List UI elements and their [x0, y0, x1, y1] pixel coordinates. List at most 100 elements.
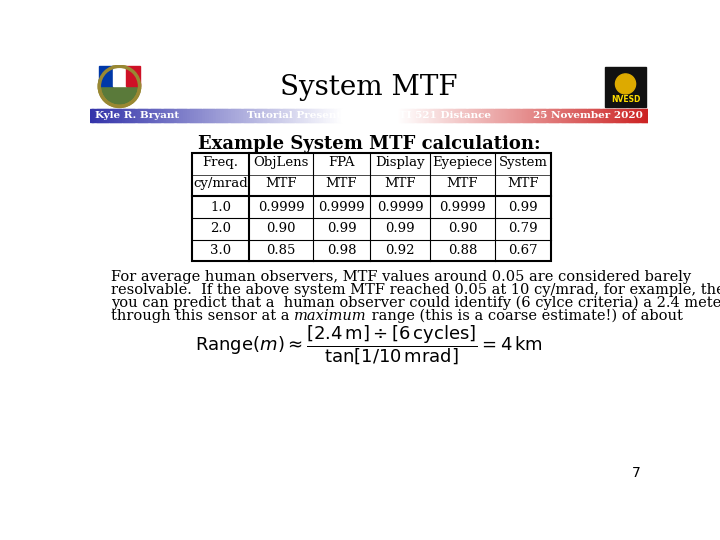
Bar — [207, 109, 210, 122]
Bar — [583, 109, 585, 122]
Bar — [397, 109, 400, 122]
Bar — [129, 109, 132, 122]
Bar — [453, 109, 455, 122]
Bar — [220, 109, 222, 122]
Bar — [600, 109, 602, 122]
Text: 0.67: 0.67 — [508, 244, 538, 257]
Bar — [94, 109, 96, 122]
Bar — [157, 109, 160, 122]
Bar — [161, 109, 163, 122]
Bar — [168, 109, 171, 122]
Bar — [332, 109, 334, 122]
Bar — [224, 109, 227, 122]
Bar — [414, 109, 416, 122]
Bar — [294, 109, 297, 122]
Text: Example System MTF calculation:: Example System MTF calculation: — [198, 135, 540, 153]
Bar — [258, 109, 260, 122]
Text: System: System — [498, 156, 547, 169]
Bar — [520, 109, 522, 122]
Bar — [490, 109, 492, 122]
Bar — [122, 109, 125, 122]
Bar — [481, 109, 483, 122]
Text: 0.9999: 0.9999 — [377, 201, 423, 214]
Bar — [222, 109, 225, 122]
Bar — [113, 66, 126, 86]
Bar — [151, 109, 154, 122]
Bar — [250, 109, 253, 122]
Text: NVESD: NVESD — [611, 96, 640, 104]
Bar — [235, 109, 238, 122]
Bar — [185, 109, 187, 122]
Bar — [320, 109, 323, 122]
Bar — [300, 109, 303, 122]
Bar — [408, 109, 410, 122]
Text: Kyle R. Bryant: Kyle R. Bryant — [94, 111, 179, 120]
Bar — [364, 109, 366, 122]
Bar — [473, 109, 476, 122]
Bar — [367, 109, 370, 122]
Bar — [390, 109, 392, 122]
Text: ObjLens: ObjLens — [253, 156, 309, 169]
Bar — [114, 109, 117, 122]
Bar — [218, 109, 221, 122]
Bar — [615, 109, 617, 122]
Bar — [540, 109, 543, 122]
Bar — [626, 109, 629, 122]
Bar — [90, 109, 93, 122]
Bar — [307, 109, 310, 122]
Text: 0.98: 0.98 — [327, 244, 356, 257]
Text: Tutorial Presentation:  OPTI 521 Distance: Tutorial Presentation: OPTI 521 Distance — [247, 111, 491, 120]
Bar — [323, 109, 325, 122]
Bar — [609, 109, 611, 122]
Bar — [256, 109, 258, 122]
Bar — [387, 109, 390, 122]
Bar — [347, 109, 349, 122]
Bar — [107, 109, 109, 122]
Bar — [590, 109, 593, 122]
Bar — [440, 109, 442, 122]
Bar — [252, 109, 254, 122]
Bar — [501, 109, 504, 122]
Bar — [101, 109, 104, 122]
Bar — [287, 109, 289, 122]
Bar — [377, 109, 379, 122]
Text: 0.88: 0.88 — [448, 244, 477, 257]
Bar — [547, 109, 550, 122]
Bar — [164, 109, 167, 122]
Bar — [112, 109, 115, 122]
Bar — [568, 109, 571, 122]
Bar — [553, 109, 556, 122]
Bar — [492, 109, 495, 122]
Bar — [228, 109, 230, 122]
Bar — [392, 109, 394, 122]
Bar — [514, 109, 517, 122]
Bar — [358, 109, 361, 122]
Bar — [153, 109, 156, 122]
Bar — [644, 109, 647, 122]
Bar — [361, 109, 364, 122]
Text: maximum: maximum — [294, 309, 366, 323]
Bar — [521, 109, 524, 122]
Bar — [132, 109, 135, 122]
Bar — [451, 109, 454, 122]
Bar — [400, 109, 403, 122]
Bar — [348, 109, 351, 122]
Bar — [633, 109, 636, 122]
Bar — [574, 109, 576, 122]
Bar — [116, 109, 119, 122]
Bar — [345, 109, 348, 122]
Text: 0.85: 0.85 — [266, 244, 296, 257]
Bar — [317, 109, 320, 122]
Bar — [304, 109, 307, 122]
Text: 3.0: 3.0 — [210, 244, 231, 257]
Bar — [472, 109, 474, 122]
Bar — [527, 109, 530, 122]
Bar — [459, 109, 461, 122]
Text: 0.9999: 0.9999 — [258, 201, 305, 214]
Bar — [631, 109, 634, 122]
Bar — [588, 109, 591, 122]
Bar — [393, 109, 396, 122]
Bar — [172, 109, 174, 122]
Bar — [263, 109, 266, 122]
Bar — [231, 109, 234, 122]
